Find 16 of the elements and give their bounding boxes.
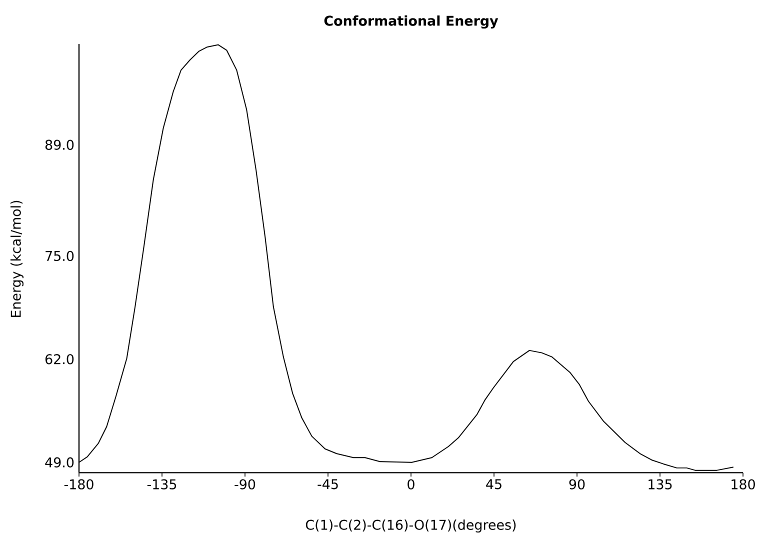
x-tick-label: 0: [408, 479, 414, 490]
chart-title: Conformational Energy: [324, 15, 498, 29]
y-tick-label: 62.0: [45, 354, 74, 364]
y-tick-label: 49.0: [45, 457, 74, 468]
x-tick-label: -135: [147, 479, 176, 490]
y-axis-title: Energy (kcal/mol): [10, 200, 24, 317]
x-tick-label: 90: [569, 479, 585, 490]
x-tick-label: -45: [318, 479, 338, 490]
x-axis-title: C(1)-C(2)-C(16)-O(17)(degrees): [306, 519, 516, 533]
y-tick-label: 75.0: [46, 250, 74, 262]
x-tick-label: -90: [234, 479, 256, 490]
x-tick-label: -180: [64, 479, 94, 490]
x-tick-label: 45: [486, 479, 502, 490]
x-tick-label: 135: [648, 479, 672, 490]
y-tick-label: 89.0: [45, 140, 74, 150]
x-tick-label: 180: [732, 479, 755, 490]
